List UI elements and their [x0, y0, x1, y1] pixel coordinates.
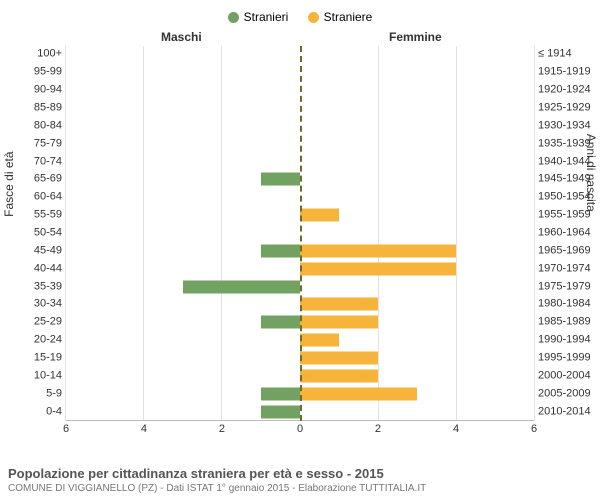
- y-axis-left: 100+ 95-99 90-94 85-89 80-84 75-79 70-74 65-69 6…: [8, 46, 66, 441]
- population-pyramid-chart: Stranieri Straniere Maschi Femmine Fasce…: [0, 0, 600, 500]
- bars-female-side: [300, 46, 534, 421]
- header-male: Maschi: [161, 30, 202, 44]
- y-left-tick: 80-84: [8, 120, 66, 131]
- bar-female: [300, 262, 456, 275]
- bar-male: [261, 244, 300, 257]
- y-right-tick: 2010-2014: [534, 406, 592, 417]
- y-left-tick: 100+: [8, 49, 66, 60]
- bar-male: [261, 316, 300, 329]
- y-right-tick: 1960-1964: [534, 228, 592, 239]
- y-left-tick: 50-54: [8, 228, 66, 239]
- y-right-tick: 1930-1934: [534, 120, 592, 131]
- legend-label-male: Stranieri: [244, 10, 289, 24]
- bar-male: [261, 173, 300, 186]
- legend-item-male: Stranieri: [228, 10, 289, 24]
- y-right-tick: 1965-1969: [534, 245, 592, 256]
- bars-male-side: [66, 46, 300, 421]
- y-left-tick: 40-44: [8, 263, 66, 274]
- legend-label-female: Straniere: [324, 10, 373, 24]
- y-right-tick: 1995-1999: [534, 353, 592, 364]
- bar-female: [300, 334, 339, 347]
- y-left-tick: 65-69: [8, 174, 66, 185]
- chart-subtitle: COMUNE DI VIGGIANELLO (PZ) - Dati ISTAT …: [8, 483, 592, 494]
- plot-area: [66, 46, 534, 421]
- x-tick: 2: [219, 423, 225, 435]
- y-left-tick: 25-29: [8, 317, 66, 328]
- x-axis: 0 2 2 4 4 6 6: [66, 421, 534, 441]
- y-left-tick: 45-49: [8, 245, 66, 256]
- y-right-tick: 1950-1954: [534, 192, 592, 203]
- y-right-tick: 1980-1984: [534, 299, 592, 310]
- y-right-tick: 1975-1979: [534, 281, 592, 292]
- legend-swatch-female: [308, 12, 319, 23]
- x-tick: 2: [375, 423, 381, 435]
- y-left-tick: 0-4: [8, 406, 66, 417]
- y-right-tick: 1920-1924: [534, 85, 592, 96]
- y-left-tick: 10-14: [8, 370, 66, 381]
- y-left-tick: 20-24: [8, 335, 66, 346]
- bar-female: [300, 352, 378, 365]
- y-right-tick: 1945-1949: [534, 174, 592, 185]
- y-right-tick: 1940-1944: [534, 156, 592, 167]
- y-left-tick: 90-94: [8, 85, 66, 96]
- x-tick: 6: [531, 423, 537, 435]
- gridline: [221, 46, 222, 421]
- plot: Fasce di età Anni di nascita 100+95-9990…: [8, 46, 592, 441]
- y-right-tick: 1915-1919: [534, 67, 592, 78]
- y-right-tick: 1985-1989: [534, 317, 592, 328]
- y-left-tick: 75-79: [8, 138, 66, 149]
- bar-female: [300, 387, 417, 400]
- y-left-tick: 60-64: [8, 192, 66, 203]
- gridline: [456, 46, 457, 421]
- column-headers: Maschi Femmine: [8, 30, 592, 46]
- y-right-tick: 2000-2004: [534, 370, 592, 381]
- bar-female: [300, 209, 339, 222]
- legend-swatch-male: [228, 12, 239, 23]
- legend: Stranieri Straniere: [8, 10, 592, 26]
- bar-male: [183, 280, 300, 293]
- y-left-tick: 30-34: [8, 299, 66, 310]
- bar-female: [300, 369, 378, 382]
- y-right-tick: 2005-2009: [534, 388, 592, 399]
- y-axis-right: ≤ 1914 1915-1919 1920-1924 1925-1929 1930-19…: [534, 46, 592, 441]
- x-tick: 0: [297, 423, 303, 435]
- bar-female: [300, 244, 456, 257]
- y-right-tick: 1935-1939: [534, 138, 592, 149]
- y-left-tick: 70-74: [8, 156, 66, 167]
- header-female: Femmine: [389, 30, 442, 44]
- y-left-tick: 15-19: [8, 353, 66, 364]
- y-left-tick: 85-89: [8, 103, 66, 114]
- center-divider: [300, 46, 302, 421]
- y-left-tick: 95-99: [8, 67, 66, 78]
- y-right-tick: 1955-1959: [534, 210, 592, 221]
- y-left-tick: 5-9: [8, 388, 66, 399]
- bar-female: [300, 298, 378, 311]
- y-right-tick: 1970-1974: [534, 263, 592, 274]
- gridline: [65, 46, 66, 421]
- chart-footer: Popolazione per cittadinanza straniera p…: [8, 466, 592, 494]
- bar-female: [300, 316, 378, 329]
- chart-title: Popolazione per cittadinanza straniera p…: [8, 466, 592, 481]
- bar-male: [261, 387, 300, 400]
- y-right-tick: 1925-1929: [534, 103, 592, 114]
- x-tick: 4: [141, 423, 147, 435]
- y-right-tick: ≤ 1914: [534, 49, 592, 60]
- legend-item-female: Straniere: [308, 10, 373, 24]
- gridline: [534, 46, 535, 421]
- y-right-tick: 1990-1994: [534, 335, 592, 346]
- bar-male: [261, 405, 300, 418]
- x-tick: 6: [63, 423, 69, 435]
- y-left-tick: 55-59: [8, 210, 66, 221]
- x-tick: 4: [453, 423, 459, 435]
- gridline: [378, 46, 379, 421]
- y-left-tick: 35-39: [8, 281, 66, 292]
- gridline: [143, 46, 144, 421]
